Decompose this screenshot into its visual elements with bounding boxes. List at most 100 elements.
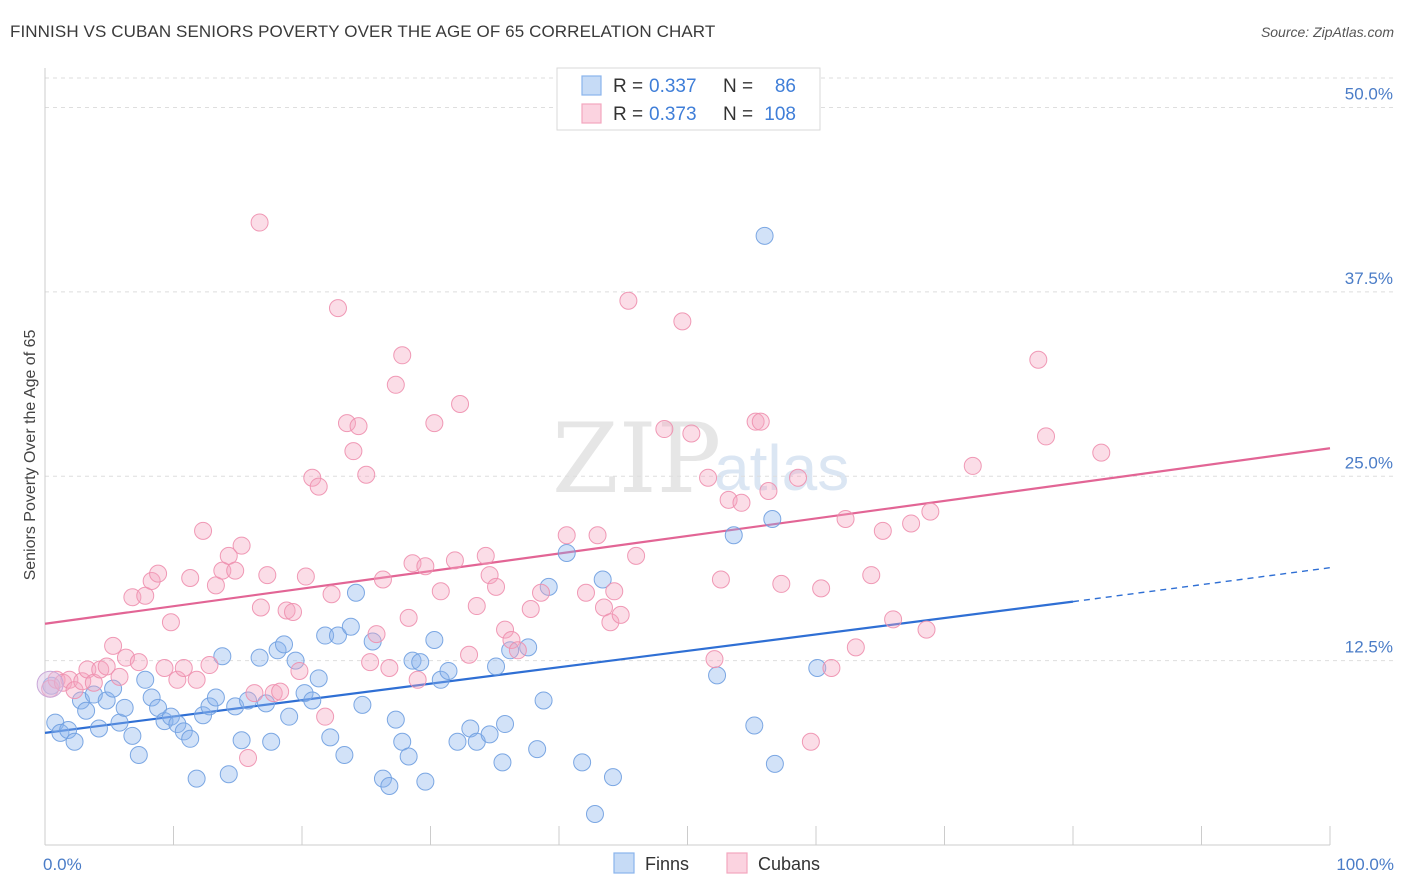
point-cubans [123,588,142,607]
trend-line-extension-finns [1072,567,1331,603]
point-finns [65,732,84,751]
point-finns [194,706,213,725]
legend-n-value-finns: 86 [775,76,796,97]
point-finns [168,715,187,734]
point-cubans [361,653,380,672]
legend-r-value-cubans: 0.373 [649,104,697,125]
point-cubans [296,567,315,586]
point-cubans [746,412,765,431]
point-cubans [451,394,470,413]
point-cubans [303,468,322,487]
point-cubans [168,670,187,689]
point-cubans [601,613,620,632]
legend-top: R = 0.337 N = 86 R = 0.373 N = 108 [556,67,821,131]
point-cubans [316,707,335,726]
point-finns [335,746,354,765]
point-cubans [393,346,412,365]
point-cubans [399,608,418,627]
point-cubans [836,510,855,529]
legend-bottom: Finns Cubans [613,852,820,874]
point-finns [519,638,538,657]
point-cubans [337,414,356,433]
point-cubans [271,682,290,701]
point-finns [534,691,553,710]
point-finns [59,720,78,739]
point-cubans [508,641,527,660]
point-cubans [386,375,405,394]
point-cubans [627,546,646,565]
point-finns [573,753,592,772]
point-finns [763,510,782,529]
point-finns [341,617,360,636]
point-cubans [487,577,506,596]
point-finns [295,684,314,703]
point-cubans [322,585,341,604]
point-finns [373,769,392,788]
point-cubans [373,570,392,589]
point-cubans [60,670,79,689]
point-cubans [846,638,865,657]
point-finns [129,746,148,765]
point-finns [403,651,422,670]
point-cubans [532,583,551,602]
point-cubans [250,213,269,232]
point-finns [219,765,238,784]
point-cubans [110,667,129,686]
point-finns [239,691,258,710]
point-cubans [963,456,982,475]
point-finns [309,669,328,688]
point-cubans [460,645,479,664]
point-cubans [605,582,624,601]
point-cubans [380,659,399,677]
point-cubans [187,670,206,689]
point-cubans [705,650,724,669]
legend-r-label-cubans: R = [613,104,643,125]
point-finns [123,726,142,745]
point-finns [487,657,506,676]
point-cubans [588,526,607,545]
bottom-legend-label-finns: Finns [645,854,689,874]
point-cubans [772,574,791,593]
point-finns [206,688,225,707]
point-finns [585,805,604,824]
point-finns [104,679,123,698]
point-cubans [232,536,251,555]
legend-n-label-cubans: N = [723,104,753,125]
point-finns [496,715,515,734]
point-cubans [902,514,921,533]
legend-n-value-cubans: 108 [764,104,796,125]
y-tick-label: 37.5% [1345,269,1393,288]
point-finns [448,732,467,751]
point-cubans [921,502,940,521]
y-tick-label: 25.0% [1345,453,1393,472]
point-finns [399,747,418,766]
point-finns [808,659,827,677]
point-finns [603,768,622,787]
point-finns [115,698,134,717]
point-cubans [425,414,444,433]
point-finns [557,543,576,562]
point-finns [461,719,480,738]
point-cubans [200,656,219,675]
point-cubans [277,601,296,620]
point-finns [181,729,200,748]
point-finns [411,653,430,672]
point-cubans [142,571,161,590]
point-cubans [264,684,283,703]
point-cubans [97,657,116,676]
x-tick-label-min: 0.0% [43,855,82,874]
point-finns [280,707,299,726]
point-finns [303,691,322,710]
point-cubans [496,620,515,639]
point-cubans [711,570,730,589]
point-cubans [161,613,180,632]
point-finns [97,691,116,710]
point-finns [142,688,161,707]
point-cubans [349,417,368,436]
point-cubans [1037,427,1056,446]
point-cubans [655,420,674,439]
point-finns [200,697,219,716]
data-points [36,213,1111,824]
point-finns [328,626,347,645]
